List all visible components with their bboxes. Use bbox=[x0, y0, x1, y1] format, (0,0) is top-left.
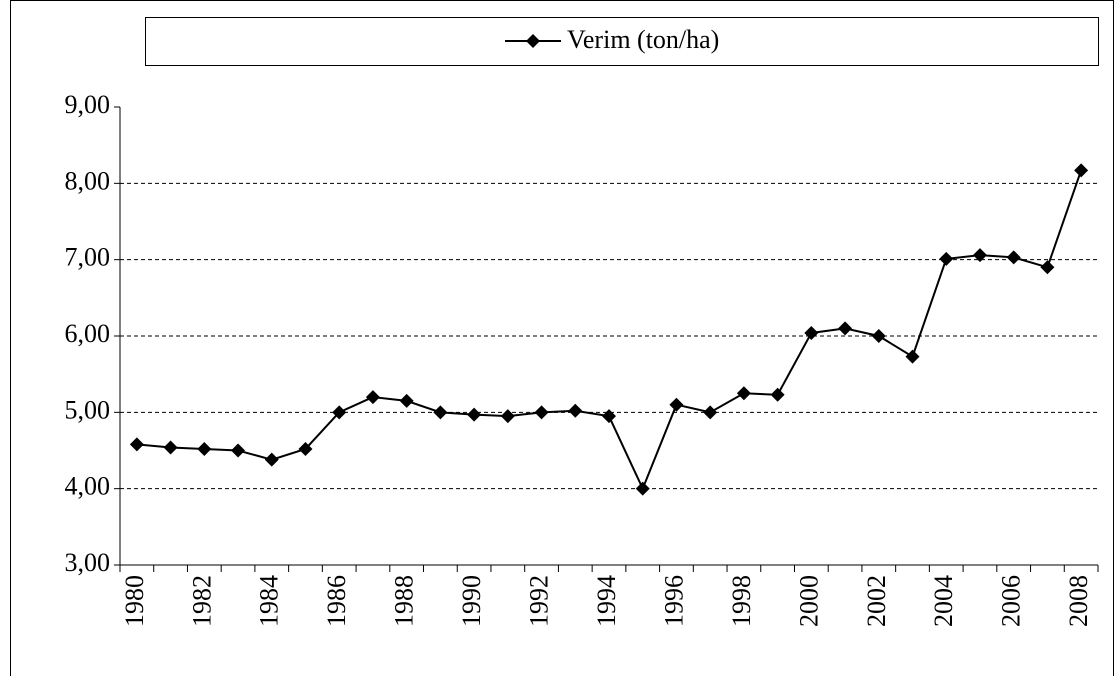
point-marker bbox=[500, 409, 515, 424]
point-marker bbox=[197, 441, 212, 456]
point-marker bbox=[838, 321, 853, 336]
point-marker bbox=[770, 387, 785, 402]
point-marker bbox=[399, 393, 414, 408]
point-marker bbox=[433, 405, 448, 420]
point-marker bbox=[635, 481, 650, 496]
legend-label: Verim (ton/ha) bbox=[567, 25, 719, 54]
point-marker bbox=[669, 397, 684, 412]
chart-frame bbox=[10, 0, 1114, 676]
point-marker bbox=[939, 251, 954, 266]
x-tick-label: 1992 bbox=[525, 575, 554, 627]
point-marker bbox=[1040, 260, 1055, 275]
y-tick-label: 4,00 bbox=[65, 472, 111, 501]
x-tick-label: 2008 bbox=[1064, 575, 1093, 627]
x-tick-label: 1984 bbox=[255, 575, 284, 627]
x-tick-label: 1990 bbox=[457, 575, 486, 627]
x-tick-label: 2006 bbox=[997, 575, 1026, 627]
point-marker bbox=[467, 407, 482, 422]
x-tick-label: 1994 bbox=[592, 575, 621, 627]
series-line bbox=[136, 170, 1083, 492]
point-marker bbox=[365, 390, 380, 405]
point-marker bbox=[568, 403, 583, 418]
point-marker bbox=[298, 441, 313, 456]
y-tick-label: 3,00 bbox=[65, 548, 111, 577]
point-marker bbox=[332, 405, 347, 420]
legend-box bbox=[145, 17, 1099, 66]
point-marker bbox=[534, 405, 549, 420]
point-marker bbox=[804, 325, 819, 340]
point-marker bbox=[163, 440, 178, 455]
x-tick-label: 1980 bbox=[120, 575, 149, 627]
x-tick-label: 1986 bbox=[322, 575, 351, 627]
x-tick-label: 1982 bbox=[187, 575, 216, 627]
point-marker bbox=[972, 248, 987, 263]
x-tick-label: 2000 bbox=[794, 575, 823, 627]
point-marker bbox=[736, 386, 751, 401]
point-marker bbox=[871, 329, 886, 343]
point-marker bbox=[703, 405, 718, 420]
y-tick-label: 7,00 bbox=[65, 243, 111, 272]
y-tick-label: 8,00 bbox=[65, 166, 111, 195]
y-tick-label: 9,00 bbox=[65, 90, 111, 119]
x-tick-label: 1998 bbox=[727, 575, 756, 627]
point-marker bbox=[129, 437, 144, 452]
point-marker bbox=[602, 409, 616, 424]
point-marker bbox=[1074, 163, 1089, 178]
x-tick-label: 1988 bbox=[390, 575, 419, 627]
x-tick-label: 2002 bbox=[862, 575, 891, 627]
point-marker bbox=[1006, 250, 1021, 265]
y-tick-label: 6,00 bbox=[65, 319, 111, 348]
point-marker bbox=[905, 349, 920, 364]
x-tick-label: 1996 bbox=[659, 575, 688, 627]
legend-marker bbox=[526, 34, 540, 48]
point-marker bbox=[231, 443, 246, 458]
x-tick-label: 2004 bbox=[929, 575, 958, 627]
y-tick-label: 5,00 bbox=[65, 395, 111, 424]
point-marker bbox=[264, 452, 279, 467]
